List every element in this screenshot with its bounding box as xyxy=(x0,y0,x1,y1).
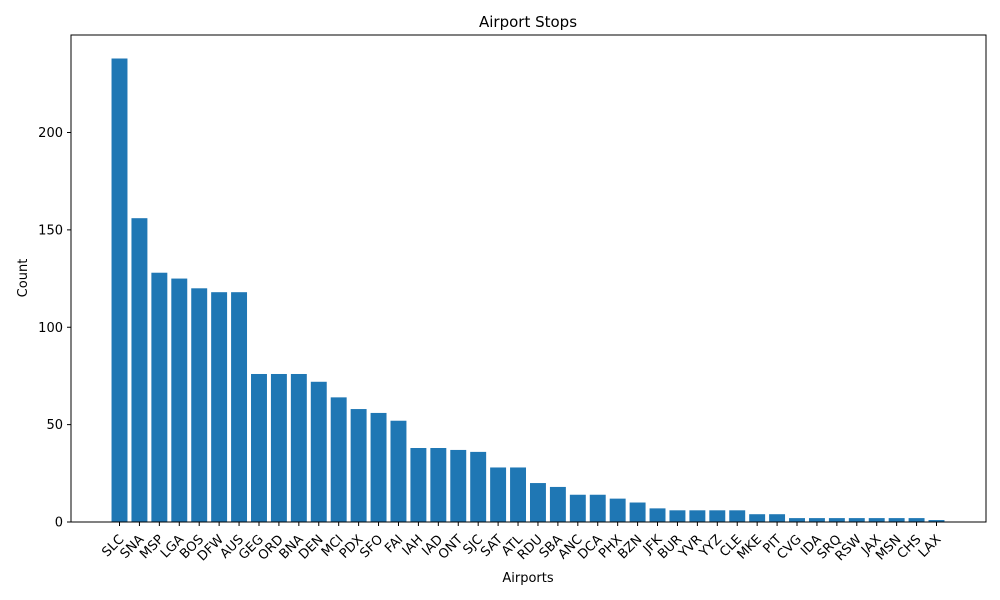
bar-aus xyxy=(231,292,248,522)
bar-yvr xyxy=(689,510,706,522)
bar-slc xyxy=(111,58,128,522)
bar-phx xyxy=(609,498,626,522)
bar-den xyxy=(310,381,327,522)
bar-cvg xyxy=(789,518,805,522)
bar-sna xyxy=(131,218,148,522)
y-axis: 0 50 100 150 200 xyxy=(38,126,71,531)
y-tick-label: 200 xyxy=(38,126,63,141)
bar-jfk xyxy=(649,508,666,522)
y-axis-label: Count xyxy=(16,259,31,298)
bar-lax xyxy=(928,520,945,522)
plot-frame xyxy=(70,34,987,523)
bar-ida xyxy=(808,518,825,522)
bar-msn xyxy=(888,518,905,522)
bar-msp xyxy=(151,272,168,522)
x-tick-label: LAX xyxy=(916,532,945,561)
bar-anc xyxy=(569,494,586,522)
bar-sba xyxy=(549,486,566,522)
y-tick-label: 100 xyxy=(38,321,63,336)
bar-bzn xyxy=(629,502,646,522)
bar-bur xyxy=(669,510,686,522)
bar-ont xyxy=(450,449,467,522)
bar-bna xyxy=(290,373,307,522)
bar-mke xyxy=(749,514,766,522)
bar-fai xyxy=(390,420,407,522)
bar-sjc xyxy=(470,451,487,522)
bar-lga xyxy=(171,278,188,522)
bar-yyz xyxy=(709,510,726,522)
x-axis-label: Airports xyxy=(502,571,553,586)
bar-cle xyxy=(729,510,746,522)
bar-pdx xyxy=(350,409,367,522)
bar-iad xyxy=(430,448,447,522)
bar-rsw xyxy=(848,518,865,522)
bar-sfo xyxy=(370,412,387,522)
bar-rdu xyxy=(529,483,546,522)
bar-sat xyxy=(490,467,507,522)
y-tick-label: 0 xyxy=(55,516,63,531)
chart-title: Airport Stops xyxy=(479,13,577,31)
bar-dfw xyxy=(211,292,228,522)
bar-iah xyxy=(410,448,427,522)
y-tick-label: 150 xyxy=(38,223,63,238)
bar-chs xyxy=(908,518,925,522)
bar-mci xyxy=(330,397,347,522)
bars xyxy=(111,58,945,522)
bar-srq xyxy=(828,518,845,522)
bar-pit xyxy=(769,514,786,522)
bar-atl xyxy=(510,467,527,522)
bar-bos xyxy=(191,288,208,522)
bar-ord xyxy=(270,373,287,522)
x-axis: SLCSNAMSPLGABOSDFWAUSGEGORDBNADENMCIPDXS… xyxy=(99,522,944,564)
bar-jax xyxy=(868,518,885,522)
y-tick-label: 50 xyxy=(46,418,63,433)
bar-geg xyxy=(251,373,267,522)
bar-dca xyxy=(589,494,606,522)
